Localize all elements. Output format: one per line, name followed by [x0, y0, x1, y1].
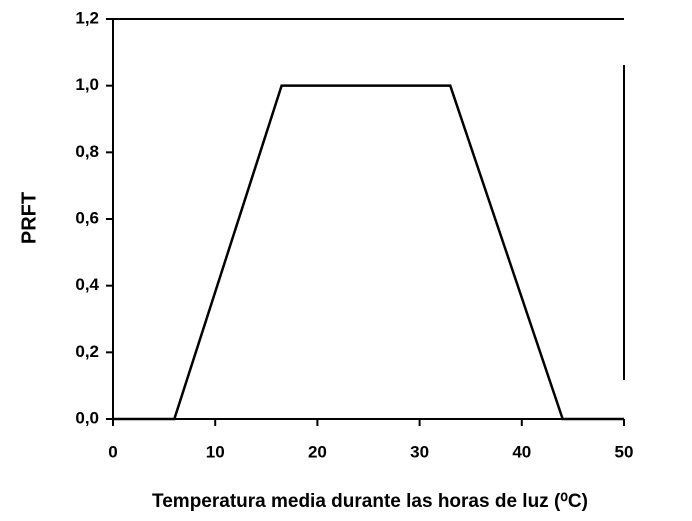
- y-tick-label: 0,0: [75, 408, 99, 427]
- y-tick-label: 1,2: [75, 8, 99, 27]
- x-tick-label: 0: [108, 442, 117, 461]
- y-tick-label: 0,4: [75, 275, 99, 294]
- x-tick-label: 10: [206, 442, 225, 461]
- x-axis-label: Temperatura media durante las horas de l…: [152, 491, 588, 512]
- data-line: [113, 84, 624, 421]
- x-tick-label: 30: [410, 442, 429, 461]
- y-tick-label: 0,8: [75, 142, 99, 161]
- y-tick-label: 1,0: [75, 75, 99, 94]
- x-tick-label: 20: [308, 442, 327, 461]
- x-tick-label: 50: [615, 442, 634, 461]
- y-axis-label: PRFT: [18, 192, 40, 244]
- x-tick-label: 40: [512, 442, 531, 461]
- y-tick-label: 0,6: [75, 208, 99, 227]
- y-tick-label: 0,2: [75, 342, 99, 361]
